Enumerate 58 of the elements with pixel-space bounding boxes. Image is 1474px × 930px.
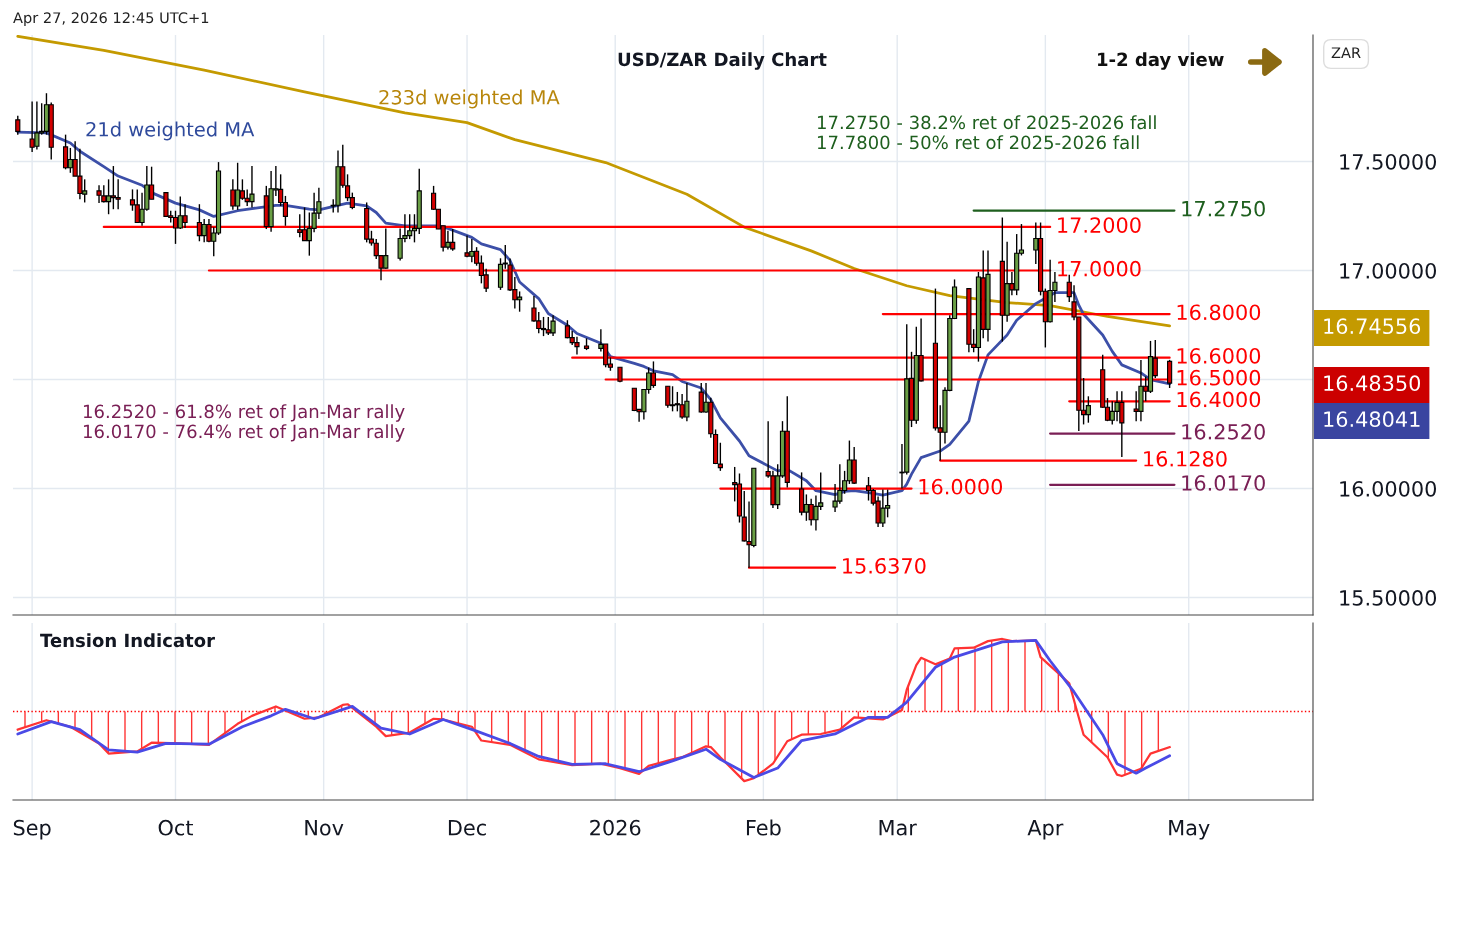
y-tick-label: 17.00000 xyxy=(1340,262,1437,279)
candlestick xyxy=(799,471,805,517)
series-label: 16.0000 xyxy=(919,478,1003,495)
series-label: 16.0170 xyxy=(1182,475,1265,491)
candlestick xyxy=(249,165,255,209)
series-label: 17.2000 xyxy=(1058,217,1141,233)
x-tick-label: Feb xyxy=(746,819,781,836)
y-tick-label: 16.00000 xyxy=(1340,480,1437,497)
y-tick-label: 15.50000 xyxy=(1340,590,1437,606)
annotation: 1-2 day view xyxy=(1098,52,1224,70)
annotation: 17.2750 - 38.2% ret of 2025-2026 fall xyxy=(817,115,1156,130)
annotation: 21d weighted MA xyxy=(86,121,255,141)
series-label: 16.6000 xyxy=(1177,347,1261,364)
candlestick xyxy=(1167,359,1173,389)
series-label: 16.1280 xyxy=(1144,450,1227,467)
x-tick-label: May xyxy=(1169,820,1210,840)
candlestick xyxy=(182,203,188,229)
x-tick-label: Dec xyxy=(448,820,486,836)
series-label: 16.4000 xyxy=(1177,391,1261,408)
series-label: 16.5000 xyxy=(1177,369,1261,386)
candlestick xyxy=(1085,395,1091,424)
line-series xyxy=(16,35,1172,328)
text: Apr 27, 2026 12:45 UTC+1 xyxy=(13,12,209,27)
series-label: 17.0000 xyxy=(1058,260,1141,277)
text: 16.48041 xyxy=(1324,411,1420,428)
candlestick xyxy=(301,206,308,242)
series-label: 17.2750 xyxy=(1182,200,1265,217)
series-label: 16.8000 xyxy=(1177,304,1261,321)
candlestick xyxy=(550,314,556,337)
candlestick xyxy=(96,184,102,204)
text: 16.48350 xyxy=(1324,375,1421,392)
y-tick-label: 17.50000 xyxy=(1340,153,1437,170)
candlestick xyxy=(297,213,303,239)
x-tick-label: Sep xyxy=(13,819,51,840)
x-tick-label: 2026 xyxy=(590,819,641,836)
candlestick xyxy=(497,257,504,291)
series-label: 16.2520 xyxy=(1182,423,1265,440)
x-tick-label: Apr xyxy=(1027,820,1064,840)
text: 16.74556 xyxy=(1324,318,1421,335)
annotation: 17.7800 - 50% ret of 2025-2026 fall xyxy=(817,135,1139,150)
candlestick xyxy=(650,360,657,389)
candlestick xyxy=(540,316,547,337)
candlestick xyxy=(62,133,69,171)
series-label: 15.6370 xyxy=(843,557,926,574)
candlestick xyxy=(665,385,671,409)
x-tick-label: Oct xyxy=(158,819,194,836)
annotation: 233d weighted MA xyxy=(379,89,560,109)
chart-title: Tension Indicator xyxy=(40,633,215,648)
candlestick xyxy=(230,178,236,211)
annotation: 16.0170 - 76.4% ret of Jan-Mar rally xyxy=(83,424,405,442)
candlestick xyxy=(669,385,676,413)
x-tick-label: Mar xyxy=(879,820,917,836)
x-tick-label: Nov xyxy=(305,820,344,836)
text: USD/ZAR Daily Chart xyxy=(618,52,827,70)
candlestick xyxy=(15,114,21,136)
text: ZAR xyxy=(1331,47,1361,59)
candlestick xyxy=(865,476,872,502)
annotation: 16.2520 - 61.8% ret of Jan-Mar rally xyxy=(83,404,405,422)
